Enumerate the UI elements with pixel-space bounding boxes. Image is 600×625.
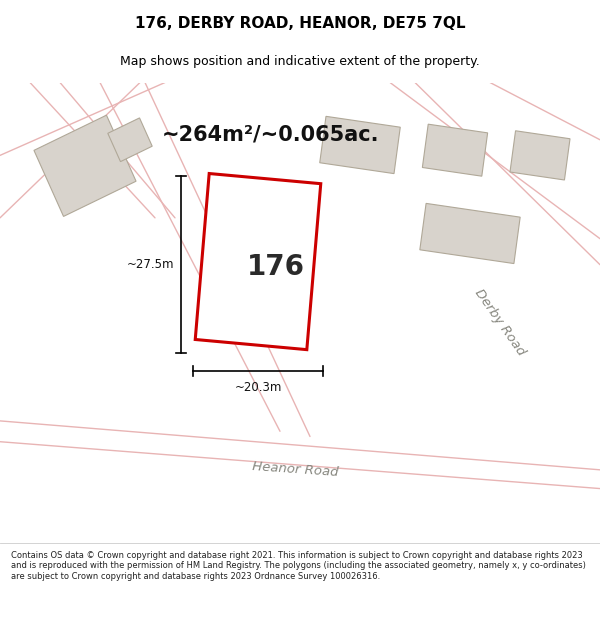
Polygon shape — [510, 131, 570, 180]
Polygon shape — [108, 118, 152, 162]
Text: ~264m²/~0.065ac.: ~264m²/~0.065ac. — [161, 124, 379, 144]
Text: Map shows position and indicative extent of the property.: Map shows position and indicative extent… — [120, 56, 480, 68]
Polygon shape — [195, 174, 321, 349]
Polygon shape — [34, 115, 136, 216]
Text: ~27.5m: ~27.5m — [127, 258, 174, 271]
Polygon shape — [320, 116, 400, 174]
Text: 176, DERBY ROAD, HEANOR, DE75 7QL: 176, DERBY ROAD, HEANOR, DE75 7QL — [135, 16, 465, 31]
Text: Heanor Road: Heanor Road — [251, 461, 338, 479]
Text: Derby Road: Derby Road — [472, 286, 528, 357]
Text: 176: 176 — [247, 253, 305, 281]
Polygon shape — [422, 124, 488, 176]
Text: ~20.3m: ~20.3m — [235, 381, 281, 394]
Text: Contains OS data © Crown copyright and database right 2021. This information is : Contains OS data © Crown copyright and d… — [11, 551, 586, 581]
Polygon shape — [420, 203, 520, 264]
